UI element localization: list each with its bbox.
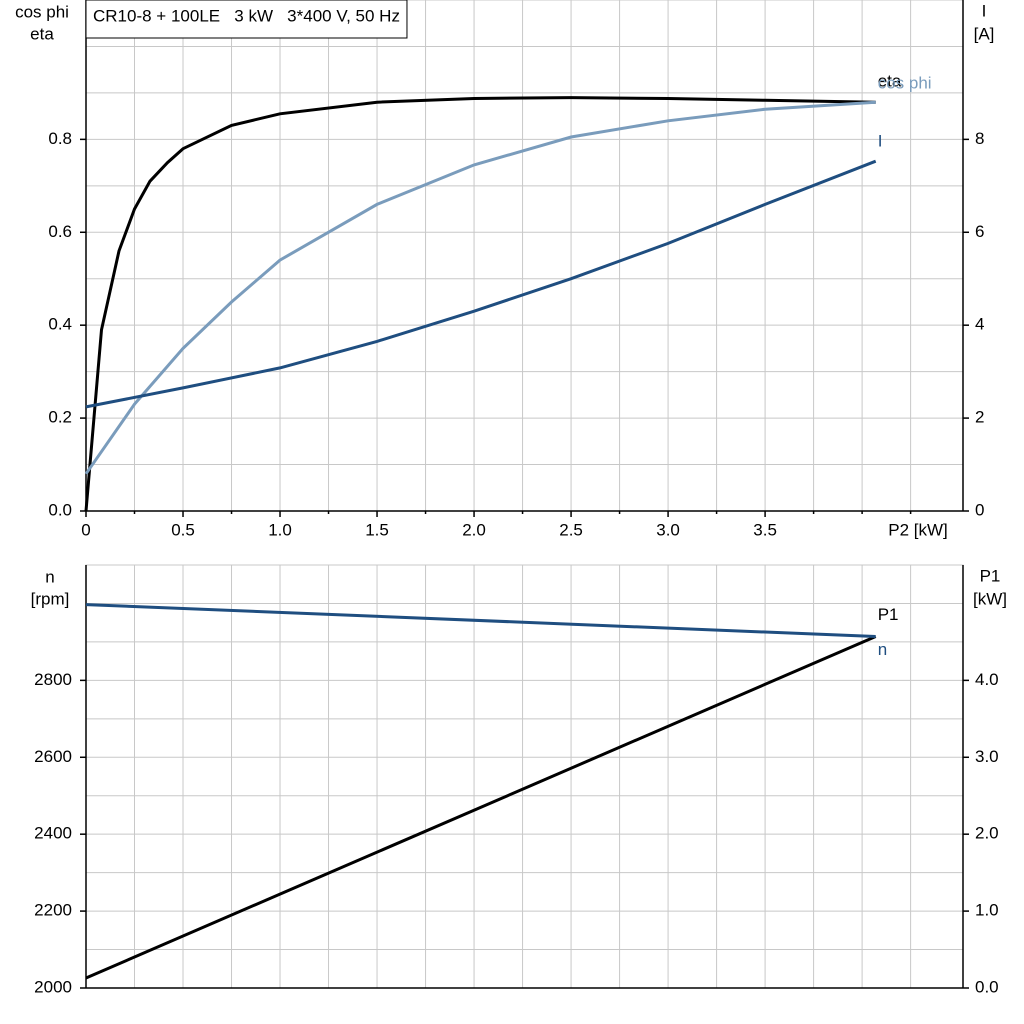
series-label: n xyxy=(878,640,887,659)
y2-tick-label: 4 xyxy=(975,315,984,334)
plot-area xyxy=(85,564,964,989)
x-tick-label: 0.5 xyxy=(171,520,195,539)
y-tick-label: 2000 xyxy=(34,977,72,996)
series-line xyxy=(84,96,876,512)
y-axis-label: eta xyxy=(30,24,54,43)
series-label: P1 xyxy=(878,605,899,624)
y-tick-label: 2800 xyxy=(34,670,72,689)
y2-tick-label: 0 xyxy=(975,500,984,519)
y-axis-label: [rpm] xyxy=(31,589,70,608)
y2-axis-label: [kW] xyxy=(973,589,1007,608)
x-axis-label: P2 [kW] xyxy=(888,520,948,539)
y-axis-label: cos phi xyxy=(15,2,69,21)
y2-tick-label: 3.0 xyxy=(975,747,999,766)
y2-axis-label: I xyxy=(982,1,987,20)
x-tick-label: 2.5 xyxy=(559,520,583,539)
y-tick-label: 2200 xyxy=(34,901,72,920)
y-tick-label: 0.0 xyxy=(48,500,72,519)
y-axis-label: n xyxy=(45,567,54,586)
y2-tick-label: 2 xyxy=(975,408,984,427)
y2-tick-label: 0.0 xyxy=(975,977,999,996)
series-line xyxy=(84,100,876,475)
x-tick-label: 1.0 xyxy=(268,520,292,539)
y2-tick-label: 8 xyxy=(975,129,984,148)
y2-axis-label: [A] xyxy=(974,24,995,43)
chart-title: CR10-8 + 100LE 3 kW 3*400 V, 50 Hz xyxy=(93,6,400,25)
title-box: CR10-8 + 100LE 3 kW 3*400 V, 50 Hz xyxy=(85,0,408,39)
plot-area xyxy=(85,0,964,512)
y-tick-label: 0.6 xyxy=(48,222,72,241)
x-tick-label: 3.0 xyxy=(656,520,680,539)
y2-tick-label: 4.0 xyxy=(975,670,999,689)
title-bg xyxy=(85,0,408,39)
y-tick-label: 0.2 xyxy=(48,408,72,427)
y-tick-label: 2400 xyxy=(34,824,72,843)
series-line xyxy=(85,603,876,638)
y2-tick-label: 1.0 xyxy=(975,901,999,920)
y-tick-label: 0.8 xyxy=(48,129,72,148)
x-tick-label: 0 xyxy=(81,520,90,539)
series-label: I xyxy=(878,132,883,151)
y-tick-label: 2600 xyxy=(34,747,72,766)
x-tick-label: 3.5 xyxy=(753,520,777,539)
series-line xyxy=(85,635,877,980)
y-tick-label: 0.4 xyxy=(48,315,72,334)
x-tick-label: 2.0 xyxy=(462,520,486,539)
series-label: cos phi xyxy=(878,74,932,93)
y2-tick-label: 6 xyxy=(975,222,984,241)
series-line xyxy=(85,159,877,409)
y2-tick-label: 2.0 xyxy=(975,824,999,843)
x-tick-label: 1.5 xyxy=(365,520,389,539)
series-label: eta xyxy=(878,72,902,91)
y2-axis-label: P1 xyxy=(980,566,1001,585)
